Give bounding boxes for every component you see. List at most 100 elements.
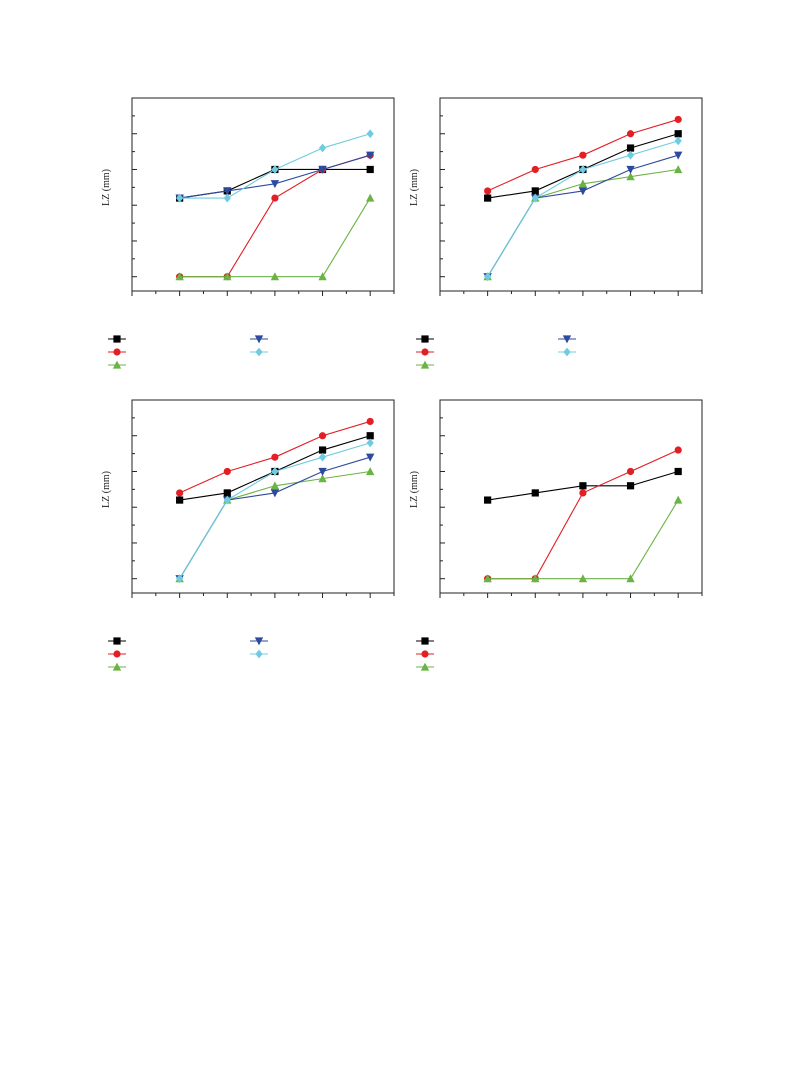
data-point-0-4 xyxy=(674,467,682,476)
data-point-2-2 xyxy=(578,574,588,583)
data-point-2-4 xyxy=(365,467,375,476)
data-point-4-3 xyxy=(318,143,327,153)
data-point-0-0 xyxy=(484,496,492,504)
data-point-1-2 xyxy=(271,453,279,461)
data-point-4-1 xyxy=(223,193,231,203)
data-point-4-2 xyxy=(579,165,587,174)
legend-marker-2 xyxy=(420,360,430,369)
series-line-3 xyxy=(179,154,371,199)
data-point-1-1 xyxy=(223,467,231,476)
legend-marker-1 xyxy=(113,650,121,658)
data-point-2-1 xyxy=(223,272,232,281)
data-point-2-3 xyxy=(626,172,635,181)
legend-marker-2 xyxy=(420,662,430,671)
data-point-2-0 xyxy=(483,574,492,583)
chart-svg xyxy=(108,399,395,671)
data-point-1-0 xyxy=(484,187,492,195)
data-point-4-0 xyxy=(484,272,492,282)
legend-marker-4 xyxy=(255,347,263,357)
plot-frame xyxy=(439,97,703,292)
plot-frame xyxy=(439,399,703,594)
legend-marker-0 xyxy=(113,637,121,645)
data-point-4-0 xyxy=(176,193,184,203)
data-point-2-0 xyxy=(175,272,184,281)
data-point-2-3 xyxy=(318,474,327,483)
data-point-1-3 xyxy=(626,467,635,476)
data-point-3-1 xyxy=(223,187,232,196)
data-point-1-1 xyxy=(531,165,539,174)
series-line-2 xyxy=(179,197,371,278)
data-point-3-3 xyxy=(626,165,635,174)
chart-panel-top-left: LZ (mm) xyxy=(100,90,460,390)
series-line-2 xyxy=(487,499,679,580)
data-point-0-2 xyxy=(579,482,587,490)
data-point-0-4 xyxy=(366,165,374,174)
data-point-1-3 xyxy=(626,130,635,138)
data-point-4-4 xyxy=(674,136,682,146)
data-point-0-0 xyxy=(484,194,492,202)
data-point-2-2 xyxy=(270,481,280,490)
data-point-1-4 xyxy=(674,115,682,124)
data-point-2-2 xyxy=(270,272,280,281)
data-point-1-4 xyxy=(366,417,374,426)
data-point-4-1 xyxy=(223,495,231,505)
legend-marker-0 xyxy=(421,335,429,343)
data-point-0-1 xyxy=(223,489,231,497)
legend-marker-2 xyxy=(112,360,122,369)
data-point-3-3 xyxy=(318,467,327,476)
legend-marker-3 xyxy=(254,335,264,344)
data-point-3-4 xyxy=(365,151,375,160)
legend-marker-1 xyxy=(421,650,429,658)
data-point-1-2 xyxy=(579,489,587,497)
data-point-1-4 xyxy=(674,446,682,454)
legend-marker-4 xyxy=(255,649,263,659)
data-point-2-4 xyxy=(365,193,375,202)
data-point-2-1 xyxy=(531,574,540,583)
data-point-4-4 xyxy=(366,129,374,139)
data-point-2-4 xyxy=(673,165,683,174)
chart-panel-bottom-right: LZ (mm) xyxy=(408,392,768,692)
legend-marker-1 xyxy=(421,348,429,356)
legend-marker-2 xyxy=(112,662,122,671)
data-point-4-4 xyxy=(366,438,374,448)
data-point-0-4 xyxy=(674,130,682,138)
legend-marker-0 xyxy=(421,637,429,645)
chart-svg xyxy=(416,97,703,369)
data-point-0-3 xyxy=(626,482,635,490)
data-point-2-2 xyxy=(578,179,588,188)
data-point-3-4 xyxy=(365,453,375,462)
data-point-4-3 xyxy=(318,452,327,462)
data-point-1-2 xyxy=(271,194,279,202)
data-point-0-4 xyxy=(366,432,374,440)
data-point-1-3 xyxy=(318,432,327,440)
data-point-0-0 xyxy=(176,496,184,504)
plot-frame xyxy=(131,399,395,594)
series-line-1 xyxy=(487,449,679,580)
data-point-4-0 xyxy=(176,574,184,584)
data-point-0-3 xyxy=(626,144,635,152)
data-point-3-2 xyxy=(578,187,588,196)
chart-svg xyxy=(108,97,395,369)
chart-panel-bottom-left: LZ (mm) xyxy=(100,392,460,692)
chart-svg xyxy=(416,399,703,671)
series-line-4 xyxy=(179,442,371,579)
series-line-4 xyxy=(487,140,679,277)
data-point-1-2 xyxy=(579,151,587,159)
data-point-4-3 xyxy=(626,150,635,160)
data-point-4-2 xyxy=(271,165,279,174)
data-point-3-2 xyxy=(270,180,280,189)
data-point-0-1 xyxy=(531,489,539,497)
legend-marker-1 xyxy=(113,348,121,356)
data-point-3-4 xyxy=(673,151,683,160)
legend-marker-0 xyxy=(113,335,121,343)
data-point-2-4 xyxy=(673,495,683,504)
data-point-1-0 xyxy=(176,489,184,497)
legend-marker-3 xyxy=(254,637,264,646)
data-point-2-3 xyxy=(318,272,327,281)
data-point-3-2 xyxy=(270,489,280,498)
legend-marker-4 xyxy=(563,347,571,357)
chart-panel-top-right: LZ (mm) xyxy=(408,90,768,390)
data-point-0-1 xyxy=(531,187,539,195)
data-point-2-3 xyxy=(626,574,635,583)
plot-frame xyxy=(131,97,395,292)
